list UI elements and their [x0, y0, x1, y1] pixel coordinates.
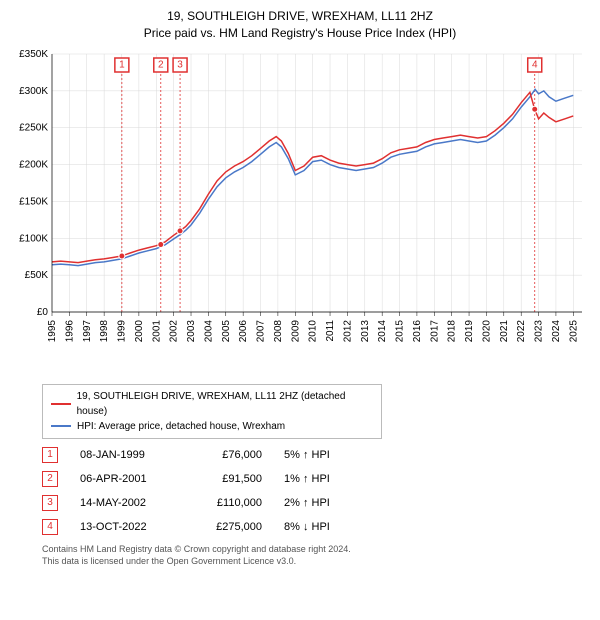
- footer-attribution: Contains HM Land Registry data © Crown c…: [42, 543, 592, 568]
- svg-text:2009: 2009: [290, 319, 301, 342]
- svg-text:2012: 2012: [342, 319, 353, 342]
- svg-text:£100K: £100K: [19, 233, 48, 244]
- chart-title: 19, SOUTHLEIGH DRIVE, WREXHAM, LL11 2HZ …: [8, 8, 592, 42]
- footer-line2: This data is licensed under the Open Gov…: [42, 555, 592, 568]
- svg-text:3: 3: [177, 59, 183, 70]
- sales-row: 3 14-MAY-2002 £110,000 2% ↑ HPI: [42, 495, 592, 511]
- sale-price: £91,500: [192, 473, 262, 485]
- sale-marker: 2: [42, 471, 58, 487]
- svg-text:2015: 2015: [395, 319, 406, 342]
- svg-text:1996: 1996: [64, 319, 75, 342]
- legend-row: 19, SOUTHLEIGH DRIVE, WREXHAM, LL11 2HZ …: [51, 389, 373, 419]
- sale-date: 14-MAY-2002: [80, 497, 170, 509]
- svg-text:2007: 2007: [256, 319, 267, 342]
- svg-text:£0: £0: [37, 307, 49, 318]
- svg-text:2002: 2002: [169, 319, 180, 342]
- sale-date: 06-APR-2001: [80, 473, 170, 485]
- legend-label: 19, SOUTHLEIGH DRIVE, WREXHAM, LL11 2HZ …: [77, 389, 373, 419]
- svg-text:£350K: £350K: [19, 49, 48, 60]
- svg-text:2020: 2020: [481, 319, 492, 342]
- sales-row: 2 06-APR-2001 £91,500 1% ↑ HPI: [42, 471, 592, 487]
- svg-text:2022: 2022: [516, 319, 527, 342]
- legend-swatch: [51, 403, 71, 405]
- svg-text:2014: 2014: [377, 319, 388, 342]
- legend-label: HPI: Average price, detached house, Wrex…: [77, 419, 285, 434]
- sale-price: £110,000: [192, 497, 262, 509]
- svg-text:2003: 2003: [186, 319, 197, 342]
- svg-text:2023: 2023: [534, 319, 545, 342]
- svg-text:2017: 2017: [429, 319, 440, 342]
- svg-text:1999: 1999: [117, 319, 128, 342]
- legend-row: HPI: Average price, detached house, Wrex…: [51, 419, 373, 434]
- chart-svg: £0 £50K £100K £150K £200K £250K £300K £350K 1995…: [8, 48, 592, 378]
- svg-text:2024: 2024: [551, 319, 562, 342]
- svg-text:2001: 2001: [151, 319, 162, 342]
- svg-text:1: 1: [119, 59, 125, 70]
- sales-row: 1 08-JAN-1999 £76,000 5% ↑ HPI: [42, 447, 592, 463]
- svg-text:£300K: £300K: [19, 85, 48, 96]
- svg-text:2011: 2011: [325, 319, 336, 341]
- title-line1: 19, SOUTHLEIGH DRIVE, WREXHAM, LL11 2HZ: [8, 8, 592, 25]
- price-chart: £0 £50K £100K £150K £200K £250K £300K £350K 1995…: [8, 48, 592, 378]
- svg-text:1998: 1998: [99, 319, 110, 342]
- footer-line1: Contains HM Land Registry data © Crown c…: [42, 543, 592, 556]
- sale-price: £275,000: [192, 521, 262, 533]
- svg-text:1997: 1997: [82, 319, 93, 342]
- svg-text:2018: 2018: [447, 319, 458, 342]
- svg-text:2021: 2021: [499, 319, 510, 342]
- title-line2: Price paid vs. HM Land Registry's House …: [8, 25, 592, 42]
- legend-swatch: [51, 425, 71, 427]
- svg-text:£250K: £250K: [19, 122, 48, 133]
- legend: 19, SOUTHLEIGH DRIVE, WREXHAM, LL11 2HZ …: [42, 384, 382, 439]
- sales-table: 1 08-JAN-1999 £76,000 5% ↑ HPI 2 06-APR-2001 £…: [42, 447, 592, 535]
- svg-text:£150K: £150K: [19, 196, 48, 207]
- sale-delta: 5% ↑ HPI: [284, 449, 374, 461]
- svg-text:4: 4: [532, 59, 538, 70]
- sale-date: 08-JAN-1999: [80, 449, 170, 461]
- sale-delta: 8% ↓ HPI: [284, 521, 374, 533]
- svg-text:2004: 2004: [203, 319, 214, 342]
- svg-text:2006: 2006: [238, 319, 249, 342]
- sale-marker: 3: [42, 495, 58, 511]
- svg-text:£50K: £50K: [25, 270, 49, 281]
- svg-text:2013: 2013: [360, 319, 371, 342]
- svg-text:2005: 2005: [221, 319, 232, 342]
- sale-delta: 2% ↑ HPI: [284, 497, 374, 509]
- sale-delta: 1% ↑ HPI: [284, 473, 374, 485]
- sales-row: 4 13-OCT-2022 £275,000 8% ↓ HPI: [42, 519, 592, 535]
- sale-marker: 4: [42, 519, 58, 535]
- svg-text:£200K: £200K: [19, 159, 48, 170]
- svg-text:2008: 2008: [273, 319, 284, 342]
- svg-text:2025: 2025: [568, 319, 579, 342]
- sale-price: £76,000: [192, 449, 262, 461]
- svg-text:2000: 2000: [134, 319, 145, 342]
- sale-marker: 1: [42, 447, 58, 463]
- svg-text:1995: 1995: [47, 319, 58, 342]
- svg-text:2: 2: [158, 59, 164, 70]
- sale-date: 13-OCT-2022: [80, 521, 170, 533]
- svg-text:2010: 2010: [308, 319, 319, 342]
- svg-text:2016: 2016: [412, 319, 423, 342]
- svg-text:2019: 2019: [464, 319, 475, 342]
